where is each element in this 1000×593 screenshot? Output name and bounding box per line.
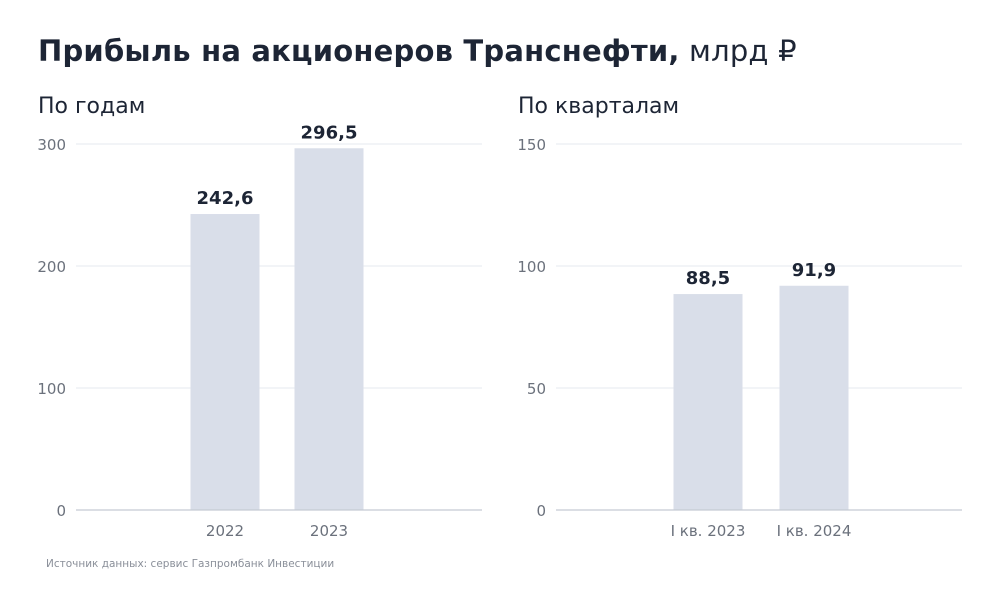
left-panel-subtitle: По годам [38, 94, 146, 119]
years-bar-0 [190, 214, 260, 510]
years-value-label-0: 242,6 [197, 188, 254, 209]
years-xtick-label-0: 2022 [206, 522, 244, 540]
quarters-ytick-label-1: 50 [527, 380, 546, 398]
data-source-note: Источник данных: сервис Газпромбанк Инве… [46, 558, 335, 570]
quarters-value-label-0: 88,5 [686, 268, 730, 289]
quarters-ytick-label-0: 0 [536, 502, 546, 520]
years-ytick-label-3: 300 [37, 136, 66, 154]
years-value-label-1: 296,5 [301, 122, 358, 143]
quarters-ytick-label-2: 100 [517, 258, 546, 276]
quarters-xtick-label-1: I кв. 2024 [777, 522, 852, 540]
chart-title: Прибыль на акционеров Транснефти, млрд ₽ [38, 34, 797, 68]
years-ytick-label-2: 200 [37, 258, 66, 276]
years-ytick-label-0: 0 [56, 502, 66, 520]
quarters-value-label-1: 91,9 [792, 260, 836, 281]
right-panel-subtitle: По кварталам [518, 94, 680, 119]
chart-title-main: Прибыль на акционеров Транснефти, [38, 34, 680, 68]
years-xtick-label-1: 2023 [310, 522, 348, 540]
chart-title-unit: млрд ₽ [689, 34, 797, 68]
years-ytick-label-1: 100 [37, 380, 66, 398]
years-bar-1 [294, 148, 364, 510]
quarters-bar-0 [673, 294, 743, 510]
quarters-bar-1 [779, 285, 849, 510]
quarters-xtick-label-0: I кв. 2023 [671, 522, 746, 540]
quarters-ytick-label-3: 150 [517, 136, 546, 154]
